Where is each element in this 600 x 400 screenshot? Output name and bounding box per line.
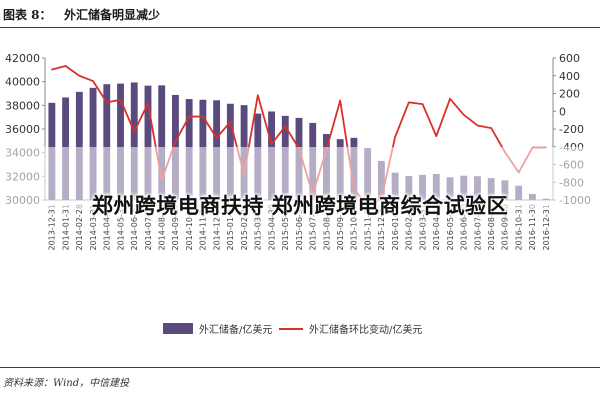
x-tick-label: 2016-07-31	[473, 204, 482, 251]
line-point	[119, 98, 122, 101]
y-right-tick-label: -200	[559, 123, 584, 136]
x-tick-label: 2014-11-30	[199, 204, 208, 251]
y-left-tick-label: 42000	[5, 52, 40, 65]
line-point	[51, 68, 53, 71]
bar-reserve	[89, 87, 97, 200]
x-tick-label: 2016-11-30	[528, 204, 537, 251]
x-tick-label: 2015-05-31	[281, 204, 290, 251]
bar-reserve	[130, 82, 138, 200]
bar-reserve	[144, 85, 152, 200]
x-tick-label: 2016-01-31	[391, 204, 400, 251]
overlay-watermark-text: 郑州跨境电商扶持 郑州跨境电商综合试验区	[91, 194, 509, 218]
x-tick-label: 2015-01-31	[226, 204, 235, 251]
x-tick-label: 2016-03-31	[418, 204, 427, 251]
y-left-tick-label: 40000	[5, 76, 40, 89]
x-tick-label: 2015-11-30	[363, 204, 372, 251]
line-point	[394, 136, 396, 138]
line-point	[462, 114, 465, 116]
x-tick-label: 2013-12-31	[48, 204, 57, 251]
line-point	[435, 135, 438, 137]
figure-header: 图表 8： 外汇储备明显减少	[0, 0, 600, 28]
line-point	[147, 102, 149, 105]
header-rule	[0, 27, 600, 28]
line-point	[229, 121, 232, 123]
legend-label-bar: 外汇储备/亿美元	[199, 323, 272, 336]
x-tick-label: 2015-12-31	[377, 204, 386, 251]
bar-reserve	[158, 85, 166, 200]
x-tick-label: 2015-04-30	[267, 204, 276, 251]
y-right-tick-label: 200	[559, 88, 580, 101]
source-note: 资料来源：Wind，中信建投	[3, 378, 130, 389]
x-tick-label: 2016-09-30	[501, 204, 510, 251]
line-point	[421, 103, 424, 105]
x-tick-label: 2015-08-31	[322, 204, 331, 251]
y-right-tick-label: 0	[559, 105, 566, 118]
x-tick-label: 2015-07-31	[309, 204, 318, 251]
x-tick-label: 2016-04-30	[432, 204, 441, 251]
line-point	[92, 80, 94, 82]
line-point	[188, 115, 190, 118]
bar-reserve	[75, 91, 83, 200]
x-tick-label: 2015-09-30	[336, 204, 345, 251]
legend-label-line: 外汇储备环比变动/亿美元	[309, 323, 422, 336]
x-tick-label: 2016-08-31	[487, 204, 496, 251]
x-tick-label: 2014-04-30	[103, 204, 112, 251]
y-left-tick-label: 38000	[5, 99, 40, 112]
bar-reserve	[103, 84, 111, 200]
line-point	[257, 94, 259, 97]
line-point	[215, 137, 218, 139]
x-tick-label: 2014-01-31	[61, 204, 70, 251]
line-point	[64, 65, 67, 67]
x-tick-label: 2014-05-31	[116, 204, 125, 251]
x-tick-label: 2014-02-28	[75, 204, 84, 251]
x-tick-label: 2014-12-31	[212, 204, 221, 251]
x-tick-label: 2014-10-31	[185, 204, 194, 251]
line-point	[133, 130, 136, 133]
line-point	[490, 127, 493, 129]
line-point	[174, 140, 177, 143]
line-point	[476, 124, 479, 127]
x-tick-label: 2016-10-31	[514, 204, 523, 251]
line-point	[284, 125, 287, 128]
y-right-tick-label: 600	[559, 52, 580, 65]
x-tick-label: 2015-03-31	[254, 204, 263, 251]
line-point	[270, 143, 273, 145]
y-right-tick-label: 400	[559, 70, 580, 83]
x-tick-label: 2014-06-30	[130, 204, 139, 251]
line-point	[78, 74, 81, 77]
figure-title: 外汇储备明显减少	[64, 8, 161, 22]
y-left-tick-label: 36000	[5, 123, 40, 136]
line-point	[202, 115, 204, 118]
x-tick-label: 2016-05-31	[446, 204, 455, 251]
footer-rule	[0, 367, 600, 368]
x-tick-label: 2016-06-30	[460, 204, 469, 251]
x-tick-label: 2014-03-31	[89, 204, 98, 251]
line-point	[449, 98, 451, 100]
overlay-band	[0, 147, 600, 210]
legend-swatch-bar	[163, 323, 193, 334]
chart-area: 30000320003400036000380004000042000-1000…	[5, 52, 591, 336]
figure-label: 图表 8：	[3, 8, 52, 22]
line-point	[408, 101, 410, 104]
x-tick-label: 2014-07-31	[144, 204, 153, 251]
x-tick-label: 2014-09-30	[171, 204, 180, 251]
bar-reserve	[117, 83, 124, 200]
line-point	[339, 99, 341, 102]
x-tick-label: 2016-02-29	[405, 204, 414, 251]
line-point	[105, 101, 108, 104]
x-tick-label: 2016-12-31	[542, 204, 551, 251]
x-tick-label: 2015-10-31	[350, 204, 359, 251]
x-tick-label: 2014-08-31	[158, 204, 167, 251]
x-tick-label: 2015-06-30	[295, 204, 304, 251]
x-tick-label: 2015-02-28	[240, 204, 249, 251]
